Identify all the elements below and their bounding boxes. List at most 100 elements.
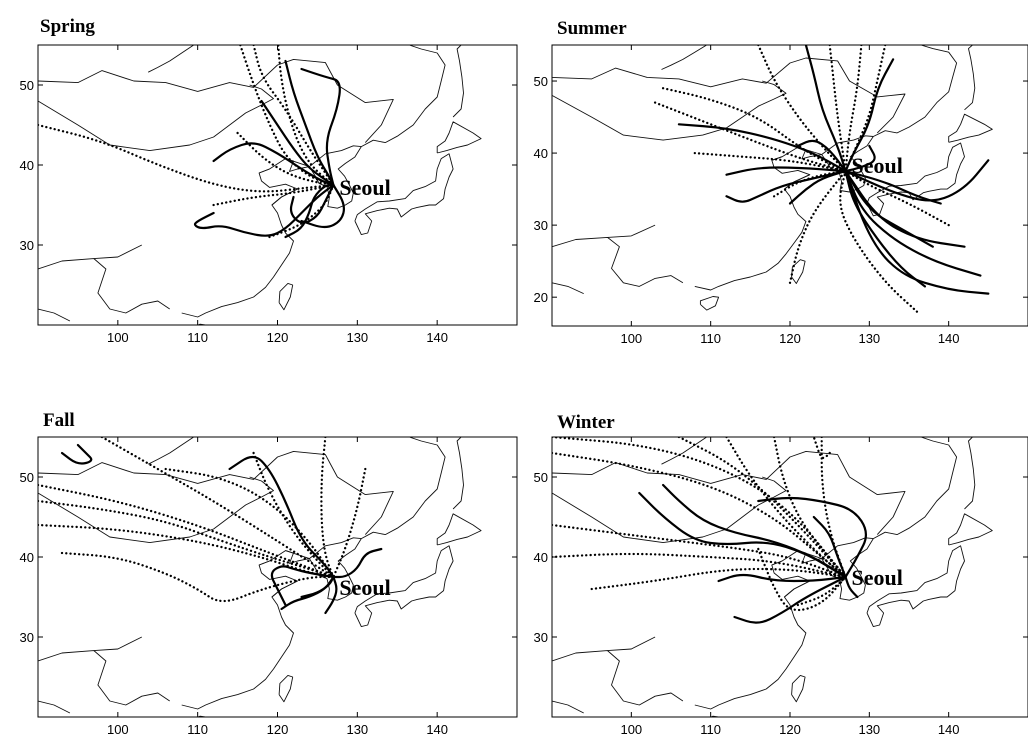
y-tick-label: 40 bbox=[534, 550, 548, 565]
trajectory-dotted bbox=[693, 151, 847, 173]
x-tick-label: 120 bbox=[779, 722, 801, 737]
x-tick-label: 140 bbox=[938, 331, 960, 346]
coastline bbox=[147, 45, 194, 73]
trajectory-solid bbox=[844, 159, 990, 202]
trajectory-solid bbox=[717, 573, 847, 583]
coastline bbox=[354, 153, 454, 236]
trajectory-dotted bbox=[212, 183, 335, 207]
x-tick-label: 110 bbox=[187, 330, 208, 345]
trajectory-dotted bbox=[252, 45, 335, 187]
y-tick-label: 50 bbox=[20, 78, 34, 93]
panel-title: Fall bbox=[43, 410, 75, 431]
trajectory-solid bbox=[733, 575, 847, 624]
trajectory-solid bbox=[844, 170, 926, 288]
y-tick-label: 50 bbox=[534, 470, 548, 485]
coastline bbox=[38, 258, 170, 314]
coastline bbox=[552, 650, 684, 706]
trajectory-dotted bbox=[239, 45, 335, 187]
trajectory-dotted bbox=[796, 575, 847, 607]
trajectory-dotted bbox=[552, 552, 847, 579]
trajectory-solid bbox=[300, 183, 345, 229]
y-tick-label: 40 bbox=[534, 146, 548, 161]
coastline bbox=[271, 580, 298, 598]
y-tick-label: 40 bbox=[20, 158, 34, 173]
coastline bbox=[452, 437, 464, 510]
x-tick-label: 140 bbox=[426, 330, 448, 345]
trajectory-solid bbox=[844, 170, 934, 248]
trajectory-solid bbox=[725, 170, 847, 203]
coastline bbox=[93, 636, 143, 652]
coastline bbox=[278, 674, 294, 703]
coastline bbox=[452, 45, 464, 118]
coastline bbox=[38, 308, 71, 322]
panel-title: Summer bbox=[557, 18, 627, 39]
trajectory-solid bbox=[844, 170, 982, 277]
x-tick-label: 120 bbox=[267, 722, 289, 737]
panel-title: Spring bbox=[40, 16, 95, 37]
x-tick-label: 120 bbox=[267, 330, 289, 345]
coastline bbox=[948, 513, 993, 546]
trajectory-solid bbox=[300, 67, 341, 187]
coastline bbox=[38, 476, 274, 544]
trajectory-dotted bbox=[252, 451, 335, 579]
map-fall: 100 110 120 130 140 50 40 30 Seoul bbox=[20, 436, 518, 737]
y-tick-label: 30 bbox=[534, 630, 548, 645]
coastline bbox=[607, 224, 656, 238]
coastline bbox=[661, 45, 707, 70]
coastline bbox=[866, 142, 965, 217]
coastline bbox=[661, 437, 707, 465]
coastline bbox=[38, 700, 71, 714]
trajectory-dotted bbox=[100, 437, 335, 579]
trajectory-solid bbox=[844, 575, 859, 599]
station-label-seoul: Seoul bbox=[852, 153, 903, 178]
map-winter: 100 110 120 130 140 50 40 30 Seoul bbox=[534, 436, 1028, 737]
coastline bbox=[552, 282, 584, 295]
y-tick-label: 50 bbox=[534, 74, 548, 89]
station-label-seoul: Seoul bbox=[339, 175, 390, 200]
trajectory-dotted bbox=[653, 101, 847, 173]
x-tick-label: 130 bbox=[858, 722, 880, 737]
trajectory-dotted bbox=[677, 437, 847, 579]
trajectory-solid bbox=[844, 170, 990, 295]
trajectory-dotted bbox=[38, 523, 335, 579]
coastline bbox=[38, 84, 274, 152]
trajectory-dotted bbox=[788, 169, 847, 284]
coastline bbox=[278, 282, 294, 311]
trajectory-solid bbox=[725, 166, 847, 176]
trajectory-solid bbox=[662, 483, 847, 579]
trajectory-dotted bbox=[38, 483, 335, 579]
x-tick-label: 110 bbox=[700, 722, 721, 737]
coastline bbox=[699, 296, 720, 311]
map-summer: 100 110 120 130 140 50 40 30 20 Seoul bbox=[534, 44, 1028, 346]
coastline bbox=[93, 244, 143, 260]
coastline bbox=[791, 674, 806, 703]
trajectory-solid bbox=[60, 443, 93, 465]
y-tick-label: 20 bbox=[534, 290, 548, 305]
coastline bbox=[354, 545, 454, 628]
trajectory-solid bbox=[300, 575, 335, 599]
trajectory-dotted bbox=[812, 437, 831, 460]
map-spring: 100 110 120 130 140 50 40 30 Seoul bbox=[20, 44, 518, 345]
trajectory-solid bbox=[270, 565, 335, 607]
trajectory-solid bbox=[677, 123, 847, 173]
coastline bbox=[771, 156, 783, 161]
x-tick-label: 110 bbox=[187, 722, 208, 737]
y-tick-label: 30 bbox=[20, 630, 34, 645]
trajectory-dotted bbox=[725, 437, 847, 579]
trajectory-dotted bbox=[236, 131, 335, 187]
coastline bbox=[147, 437, 194, 465]
trajectory-dotted bbox=[552, 523, 847, 579]
coastline bbox=[552, 700, 584, 714]
y-tick-label: 30 bbox=[534, 218, 548, 233]
station-label-seoul: Seoul bbox=[339, 575, 390, 600]
coastline bbox=[784, 580, 811, 598]
y-tick-label: 40 bbox=[20, 550, 34, 565]
x-tick-label: 100 bbox=[620, 722, 642, 737]
trajectory-solid bbox=[812, 515, 847, 579]
trajectory-solid bbox=[844, 170, 942, 205]
coastline bbox=[552, 450, 906, 535]
trajectory-solid bbox=[260, 99, 335, 187]
trajectory-dotted bbox=[552, 451, 847, 579]
trajectory-dotted bbox=[60, 551, 335, 603]
